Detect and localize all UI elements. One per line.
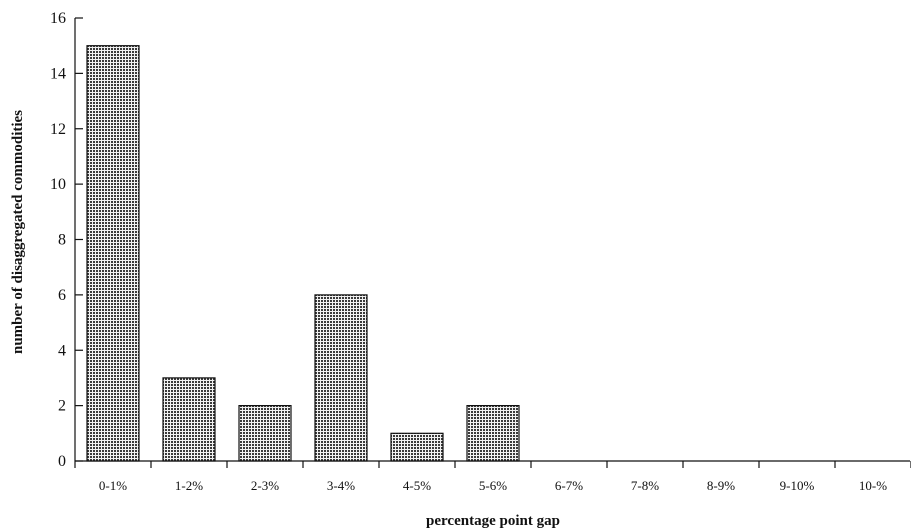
- x-tick-label: 0-1%: [99, 478, 127, 493]
- x-tick-label: 7-8%: [631, 478, 659, 493]
- bar-0-1%: [86, 45, 140, 462]
- y-tick-label: 14: [50, 65, 66, 82]
- x-tick-label: 6-7%: [555, 478, 583, 493]
- bars-layer: [86, 45, 520, 462]
- x-axis-title: percentage point gap: [426, 513, 560, 529]
- x-tick-label: 1-2%: [175, 478, 203, 493]
- x-tick-label: 9-10%: [780, 478, 815, 493]
- y-tick-label: 8: [58, 232, 66, 249]
- x-tick-label: 10-%: [859, 478, 887, 493]
- y-tick-label: 0: [58, 453, 66, 470]
- bar-3-4%: [314, 294, 368, 462]
- y-tick-label: 16: [50, 10, 66, 27]
- bar-2-3%: [238, 405, 292, 462]
- x-tick-label: 3-4%: [327, 478, 355, 493]
- x-tick-label: 5-6%: [479, 478, 507, 493]
- y-axis-title: number of disaggregated commodities: [10, 110, 26, 354]
- y-tick-label: 2: [58, 398, 66, 415]
- y-ticks: 0 2 4 6 8 10 12 14 16: [50, 10, 83, 470]
- bar-4-5%: [390, 432, 444, 462]
- y-tick-label: 12: [50, 121, 66, 138]
- y-tick-label: 4: [58, 342, 66, 359]
- x-ticks: 0-1% 1-2% 2-3% 3-4% 4-5% 5-6% 6-7% 7-8% 8-9% 9-10…: [74, 461, 911, 493]
- bar-1-2%: [162, 377, 216, 462]
- bar-5-6%: [466, 405, 520, 462]
- y-tick-label: 6: [58, 287, 66, 304]
- y-tick-label: 10: [50, 176, 66, 193]
- x-tick-label: 4-5%: [403, 478, 431, 493]
- x-tick-label: 2-3%: [251, 478, 279, 493]
- x-tick-label: 8-9%: [707, 478, 735, 493]
